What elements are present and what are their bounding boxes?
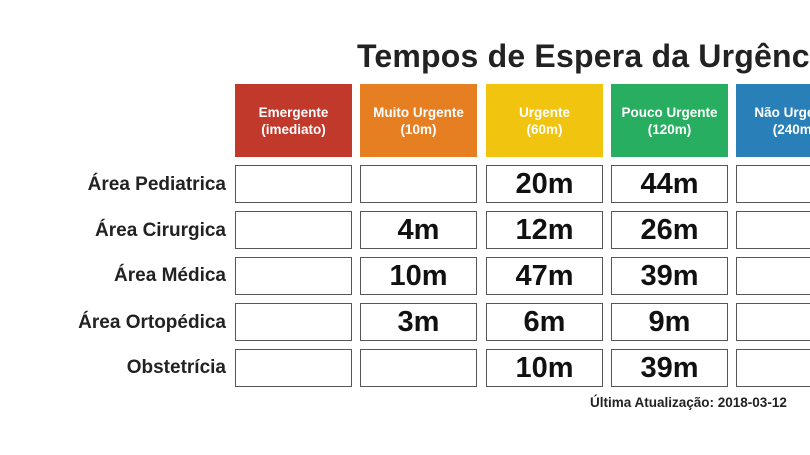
cell-obstetricia-muito-urgente [360,349,477,387]
header-sublabel: (240m) [772,121,810,137]
cell-medica-pouco-urgente: 39m [611,257,728,295]
row-label-area-cirurgica: Área Cirurgica [95,220,226,241]
cell-ortopedica-emergente [235,303,352,341]
row-label-obstetricia: Obstetrícia [126,357,226,378]
cell-ortopedica-muito-urgente: 3m [360,303,477,341]
header-label: Não Urgente [754,104,810,120]
cell-medica-urgente: 47m [486,257,603,295]
cell-pediatrica-urgente: 20m [486,165,603,203]
header-nao-urgente: Não Urgente (240m) [736,84,810,157]
header-muito-urgente: Muito Urgente (10m) [360,84,477,157]
cell-obstetricia-urgente: 10m [486,349,603,387]
cell-ortopedica-nao-urgente [736,303,810,341]
cell-medica-emergente [235,257,352,295]
header-label: Muito Urgente [373,104,464,120]
cell-obstetricia-pouco-urgente: 39m [611,349,728,387]
header-sublabel: (10m) [400,121,437,137]
last-update-text: Última Atualização: 2018-03-12 [590,395,787,410]
cell-pediatrica-nao-urgente [736,165,810,203]
header-sublabel: (imediato) [261,121,326,137]
header-sublabel: (120m) [647,121,692,137]
header-urgente: Urgente (60m) [486,84,603,157]
row-label-area-medica: Área Médica [114,265,226,286]
cell-cirurgica-nao-urgente [736,211,810,249]
cell-cirurgica-muito-urgente: 4m [360,211,477,249]
row-label-area-pediatrica: Área Pediatrica [87,174,226,195]
cell-ortopedica-urgente: 6m [486,303,603,341]
cell-cirurgica-urgente: 12m [486,211,603,249]
cell-cirurgica-emergente [235,211,352,249]
header-pouco-urgente: Pouco Urgente (120m) [611,84,728,157]
cell-obstetricia-emergente [235,349,352,387]
cell-pediatrica-pouco-urgente: 44m [611,165,728,203]
header-emergente: Emergente (imediato) [235,84,352,157]
cell-ortopedica-pouco-urgente: 9m [611,303,728,341]
row-label-area-ortopedica: Área Ortopédica [78,312,226,333]
cell-medica-muito-urgente: 10m [360,257,477,295]
page-title: Tempos de Espera da Urgência [357,38,810,74]
cell-medica-nao-urgente [736,257,810,295]
cell-obstetricia-nao-urgente [736,349,810,387]
cell-cirurgica-pouco-urgente: 26m [611,211,728,249]
cell-pediatrica-emergente [235,165,352,203]
cell-pediatrica-muito-urgente [360,165,477,203]
header-sublabel: (60m) [526,121,563,137]
header-label: Pouco Urgente [621,104,718,120]
header-label: Urgente [518,104,570,120]
header-label: Emergente [258,104,329,120]
